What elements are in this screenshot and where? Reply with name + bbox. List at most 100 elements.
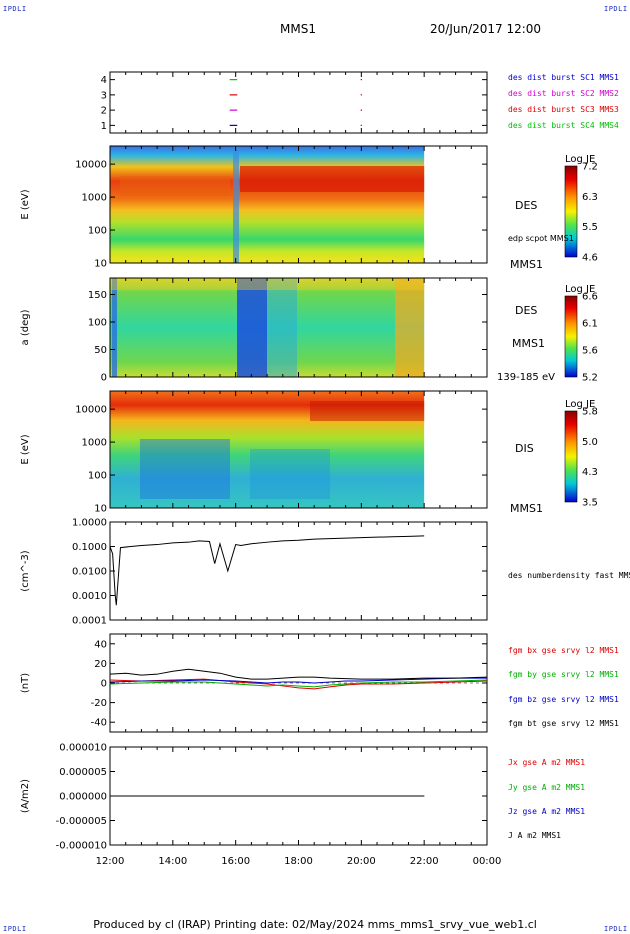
colorbar-title: Log JE	[565, 284, 595, 295]
legend-fgm-by-gse-srvy-l2-mms1: fgm by gse srvy l2 MMS1	[508, 670, 619, 679]
corner-label-top-right: IPDLI	[604, 5, 628, 13]
y-axis-label: E (eV)	[20, 434, 31, 464]
colorbar-tick-label: 6.1	[582, 319, 598, 330]
legend-des-numberdensity-fast-mms1: des numberdensity fast MMS1	[508, 571, 630, 580]
spectrogram-stripe	[267, 278, 297, 377]
corner-label-top-left: IPDLI	[3, 5, 27, 13]
legend-des-dist-burst-sc2-mms2: des dist burst SC2 MMS2	[508, 89, 619, 98]
spectrogram-fill	[110, 146, 425, 263]
colorbar-tick-label: 4.3	[582, 467, 598, 478]
right-label-edp-scpot: edp scpot MMS1	[508, 234, 574, 243]
y-tick-label: -0.000010	[56, 841, 107, 852]
burst-dot	[360, 78, 363, 81]
spectrogram-stripe	[233, 146, 239, 263]
spectrogram-band	[310, 401, 425, 421]
chart-title: MMS1	[280, 22, 316, 36]
y-tick-label: 40	[94, 639, 107, 650]
field-line-4	[109, 668, 488, 680]
colorbar-tick-label: 4.6	[582, 253, 598, 264]
burst-dot	[360, 94, 363, 96]
y-axis-label: (A/m2)	[20, 779, 31, 813]
right-label-mms1-pitch: MMS1	[512, 337, 545, 350]
y-tick-label: 1000	[82, 193, 107, 204]
time-tick-label: 20:00	[347, 856, 376, 867]
y-axis-label: (cm^-3)	[20, 550, 31, 591]
spectrogram-band	[395, 278, 425, 377]
colorbar-tick-label: 6.3	[582, 192, 598, 203]
time-tick-label: 14:00	[158, 856, 187, 867]
y-axis-label: a (deg)	[20, 309, 31, 345]
colorbar-tick-label: 6.6	[582, 292, 598, 303]
legend-jy-gse-a-m2-mms1: Jy gse A m2 MMS1	[508, 783, 585, 792]
time-tick-label: 18:00	[284, 856, 313, 867]
colorbar	[564, 410, 578, 503]
y-tick-label: 20	[94, 659, 107, 670]
y-tick-label: 50	[94, 345, 107, 356]
y-tick-label: -20	[91, 698, 107, 709]
y-tick-label: 1.0000	[72, 518, 107, 529]
legend-des-dist-burst-sc3-mms3: des dist burst SC3 MMS3	[508, 105, 619, 114]
density-line	[109, 535, 425, 606]
y-tick-label: 10	[94, 259, 107, 270]
y-tick-label: -40	[91, 718, 107, 729]
corner-label-bottom-left: IPDLI	[3, 925, 27, 933]
colorbar	[564, 295, 578, 378]
y-tick-label: 10	[94, 504, 107, 515]
legend-fgm-bz-gse-srvy-l2-mms1: fgm bz gse srvy l2 MMS1	[508, 695, 619, 704]
y-axis-label: (nT)	[20, 673, 31, 693]
colorbar-tick-label: 7.2	[582, 162, 598, 173]
time-tick-label: 12:00	[96, 856, 125, 867]
y-tick-label: 150	[88, 290, 107, 301]
panel-frame	[109, 71, 488, 134]
field-line-2	[109, 679, 488, 688]
time-tick-label: 00:00	[473, 856, 502, 867]
y-tick-label: 0.000005	[59, 767, 107, 778]
right-label-des: DES	[515, 199, 537, 212]
y-tick-label: 0.000010	[59, 743, 107, 754]
right-label-des-pitch: DES	[515, 304, 537, 317]
burst-dot	[360, 109, 363, 111]
y-tick-label: 100	[88, 471, 107, 482]
spectrogram-stripe	[112, 278, 117, 377]
panel-frame	[109, 521, 488, 621]
legend-des-dist-burst-sc4-mms4: des dist burst SC4 MMS4	[508, 121, 619, 130]
y-tick-label: 10000	[75, 160, 107, 171]
colorbar-tick-label: 5.6	[582, 346, 598, 357]
field-line-1	[109, 678, 488, 690]
colorbar-tick-label: 5.0	[582, 437, 598, 448]
spectrogram-band	[240, 166, 425, 192]
time-tick-label: 22:00	[410, 856, 439, 867]
field-line-3	[109, 677, 487, 684]
y-tick-label: 1	[101, 121, 107, 132]
right-label-mms1: MMS1	[510, 258, 543, 271]
y-tick-label: 0.0010	[72, 591, 107, 602]
legend-fgm-bt-gse-srvy-l2-mms1: fgm bt gse srvy l2 MMS1	[508, 719, 619, 728]
y-tick-label: 0.0100	[72, 567, 107, 578]
colorbar-tick-label: 5.2	[582, 373, 598, 384]
right-label-dis: DIS	[515, 442, 534, 455]
y-tick-label: -0.000005	[56, 816, 107, 827]
y-tick-label: 3	[101, 90, 107, 101]
right-label-mms1-dis: MMS1	[510, 502, 543, 515]
y-tick-label: 100	[88, 318, 107, 329]
right-label-energy-range: 139-185 eV	[497, 372, 555, 383]
corner-label-bottom-right: IPDLI	[604, 925, 628, 933]
y-tick-label: 0.000000	[59, 792, 107, 803]
chart-datetime: 20/Jun/2017 12:00	[430, 22, 542, 36]
time-tick-label: 16:00	[221, 856, 250, 867]
y-tick-label: 2	[101, 106, 107, 117]
y-tick-label: 0	[101, 373, 107, 384]
y-tick-label: 0	[101, 679, 107, 690]
y-axis-label: E (eV)	[20, 189, 31, 219]
legend-des-dist-burst-sc1-mms1: des dist burst SC1 MMS1	[508, 73, 619, 82]
spectrogram-band	[250, 449, 330, 499]
spectrogram-band	[120, 176, 230, 196]
colorbar	[564, 165, 578, 258]
legend-jx-gse-a-m2-mms1: Jx gse A m2 MMS1	[508, 758, 585, 767]
y-tick-label: 0.0001	[72, 616, 107, 627]
colorbar-tick-label: 3.5	[582, 498, 598, 509]
y-tick-label: 1000	[82, 438, 107, 449]
colorbar-tick-label: 5.5	[582, 222, 598, 233]
burst-dot	[360, 124, 363, 127]
